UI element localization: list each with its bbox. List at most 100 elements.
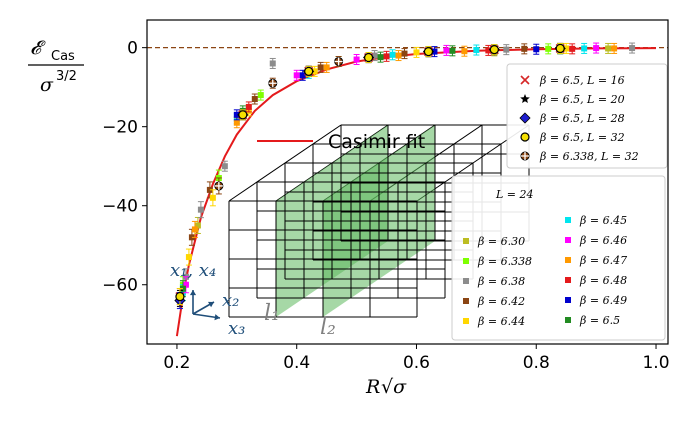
- x-tick-label: 0.6: [403, 353, 430, 373]
- y-axis-label-energy: 𝓔: [30, 37, 46, 59]
- plane-label-l1: l₁: [264, 301, 280, 326]
- axis-label-x3: x₃: [228, 318, 245, 339]
- legend-l24-marker: [463, 298, 469, 304]
- legend-l24-marker: [463, 258, 469, 264]
- data-point: [182, 281, 189, 288]
- legend-l24-marker: [565, 277, 571, 283]
- y-tick-label: 0: [127, 39, 138, 59]
- legend-l24-label: β = 6.45: [579, 214, 627, 227]
- legend-l24-marker: [565, 217, 571, 223]
- data-point: [175, 291, 185, 302]
- data-point: [569, 45, 576, 52]
- data-point: [293, 72, 300, 79]
- data-point: [521, 45, 528, 52]
- series-14: [175, 42, 565, 306]
- x-axis-label-r: R: [365, 376, 380, 398]
- legend-l24-label: β = 6.44: [477, 315, 525, 328]
- y-axis-label-exponent: 3/2: [56, 69, 77, 84]
- data-point: [221, 163, 228, 170]
- legend-marker: [520, 132, 530, 142]
- legend-l24-marker: [565, 317, 571, 323]
- data-point: [581, 45, 588, 52]
- legend-l24-label: β = 6.5: [579, 314, 620, 327]
- data-point: [185, 254, 192, 261]
- y-tick-label: −40: [102, 197, 138, 217]
- data-point: [334, 56, 344, 66]
- data-point: [304, 66, 314, 76]
- x-tick-label: 0.8: [523, 353, 550, 373]
- x-tick-label: 1.0: [642, 353, 669, 373]
- x-axis-label-sqrt-sigma: √σ: [381, 376, 407, 398]
- data-point: [197, 206, 204, 213]
- y-axis-label-cas: Cas: [51, 49, 75, 64]
- legend-l24-label: β = 6.48: [579, 274, 627, 287]
- series-15: [214, 55, 344, 195]
- data-point: [245, 103, 252, 110]
- x-tick-label: 0.2: [163, 353, 190, 373]
- plus-marker-cross: [268, 79, 277, 88]
- legend-l24-marker: [565, 237, 571, 243]
- data-point: [238, 110, 248, 120]
- data-point: [489, 45, 499, 55]
- data-point: [233, 119, 240, 126]
- data-point: [214, 181, 224, 191]
- data-point: [401, 50, 408, 57]
- legend-label: β = 6.5, L = 32: [539, 131, 625, 144]
- legend-l24-marker: [463, 318, 469, 324]
- axis-label-x1-x4: x₁, x₄: [170, 260, 216, 281]
- legend-marker: [519, 112, 531, 124]
- y-axis-label-sigma: σ: [40, 74, 54, 96]
- y-tick-label: −20: [102, 118, 138, 138]
- legend-l24-label: β = 6.30: [477, 235, 525, 248]
- legend-l24-label: β = 6.42: [477, 295, 525, 308]
- data-point: [449, 47, 456, 54]
- legend-l24-marker: [565, 297, 571, 303]
- data-point: [191, 226, 198, 233]
- data-point: [431, 48, 438, 55]
- data-point: [545, 45, 552, 52]
- legend-l24: L = 24 β = 6.30 β = 6.338 β = 6.38 β = 6.42 β…: [451, 175, 666, 341]
- data-point: [563, 45, 570, 52]
- axis-arrow-x1-head: [189, 290, 197, 296]
- data-point: [605, 45, 612, 52]
- data-point: [423, 47, 434, 57]
- axis-arrow-x2-head: [208, 301, 214, 308]
- axis-arrow-x3-head: [214, 314, 220, 321]
- plus-marker-cross: [521, 152, 529, 160]
- data-point: [209, 194, 216, 201]
- data-point: [473, 47, 480, 54]
- fit-legend-label: Casimir fit: [328, 131, 425, 153]
- data-point: [395, 52, 402, 59]
- legend-l24-frame: [451, 175, 666, 341]
- data-point: [383, 53, 390, 60]
- data-point: [194, 222, 201, 229]
- legend-l24-label: β = 6.47: [579, 254, 627, 267]
- legend-l24-label: β = 6.46: [579, 234, 627, 247]
- axis-label-x2: x₂: [222, 290, 239, 311]
- data-point: [233, 111, 240, 118]
- data-point: [485, 47, 492, 54]
- data-point: [311, 68, 318, 75]
- data-point: [461, 48, 468, 55]
- plus-marker-cross: [214, 181, 223, 190]
- data-point: [268, 78, 278, 88]
- legend-marker: [520, 94, 530, 103]
- data-point: [299, 72, 306, 79]
- data-point: [443, 47, 450, 54]
- data-point: [257, 92, 264, 99]
- data-point: [593, 45, 600, 52]
- data-point: [353, 56, 360, 63]
- legend-l24-label: β = 6.38: [477, 275, 525, 288]
- data-point: [363, 52, 374, 63]
- fit-legend: Casimir fit: [257, 131, 425, 153]
- legend-l24-label: β = 6.49: [579, 294, 627, 307]
- plus-marker-cross: [334, 57, 343, 66]
- legend-top-frame: [506, 63, 668, 169]
- data-point: [317, 64, 324, 71]
- legend-l24-marker: [565, 257, 571, 263]
- legend-label: β = 6.5, L = 28: [539, 112, 625, 125]
- data-point: [377, 54, 384, 61]
- legend-label: β = 6.5, L = 20: [539, 93, 625, 106]
- data-point: [323, 64, 330, 71]
